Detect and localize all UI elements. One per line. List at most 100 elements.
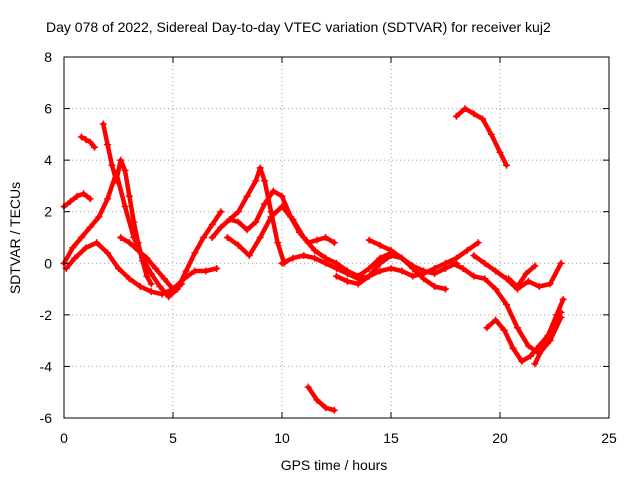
data-point-plus <box>500 326 508 334</box>
series-arc-03 <box>79 134 97 150</box>
x-tick-label: 0 <box>60 430 68 446</box>
data-point-plus <box>304 383 312 391</box>
data-point-plus <box>557 308 565 316</box>
data-point-plus <box>138 257 146 265</box>
plot-frame <box>63 56 610 419</box>
data-point-plus <box>461 105 469 113</box>
data-point-plus <box>311 246 319 254</box>
data-point-plus <box>481 275 489 283</box>
data-point-plus <box>108 161 116 169</box>
data-point-plus <box>178 280 186 288</box>
data-point-plus <box>82 244 90 252</box>
data-point-plus <box>160 275 168 283</box>
data-point-plus <box>224 234 231 241</box>
y-tick-label: 0 <box>44 255 52 271</box>
data-point-plus <box>80 190 88 198</box>
chart-title: Day 078 of 2022, Sidereal Day-to-day VTE… <box>46 19 551 35</box>
data-point-plus <box>546 280 554 288</box>
y-tick-label: 8 <box>44 49 52 65</box>
data-point-plus <box>243 192 251 200</box>
data-point-plus <box>117 156 125 164</box>
data-point-plus <box>548 326 556 334</box>
data-point-plus <box>69 244 77 252</box>
data-point-plus <box>333 272 340 280</box>
data-point-plus <box>267 213 275 221</box>
data-point-plus <box>234 241 242 249</box>
data-point-plus <box>470 110 478 118</box>
data-point-plus <box>322 259 330 267</box>
data-point-plus <box>261 177 269 185</box>
data-point-plus <box>487 130 495 138</box>
data-point-plus <box>121 166 129 174</box>
data-point-plus <box>509 344 517 352</box>
data-point-plus <box>156 282 164 290</box>
data-point-plus <box>376 259 384 267</box>
data-point-plus <box>86 138 94 146</box>
series-arc-19 <box>532 310 564 367</box>
data-point-plus <box>86 195 94 203</box>
data-point-plus <box>330 406 338 414</box>
series-arc-06 <box>118 235 184 292</box>
y-tick-label: 6 <box>44 101 52 117</box>
data-point-plus <box>513 282 521 290</box>
data-point-plus <box>289 215 297 223</box>
data-point-plus <box>311 254 319 262</box>
data-point-plus <box>343 270 351 278</box>
data-point-plus <box>217 208 225 216</box>
data-point-plus <box>77 133 85 141</box>
x-tick-label: 20 <box>492 430 508 446</box>
data-point-plus <box>77 234 85 241</box>
data-point-plus <box>518 357 526 365</box>
data-point-plus <box>134 246 142 254</box>
data-point-plus <box>115 264 122 272</box>
data-point-plus <box>191 267 199 275</box>
y-tick-label: -4 <box>40 358 53 374</box>
y-tick-label: -2 <box>40 307 53 323</box>
data-point-plus <box>376 267 384 275</box>
data-point-plus <box>409 262 417 270</box>
x-axis-ticks: 0 5 10 15 20 25 <box>60 57 617 446</box>
data-point-plus <box>234 208 242 216</box>
data-point-plus <box>121 203 129 211</box>
data-point-plus <box>535 282 543 290</box>
data-point-plus <box>459 264 467 272</box>
data-point-plus <box>492 316 500 324</box>
data-point-plus <box>147 280 155 288</box>
data-point-plus <box>165 293 173 301</box>
data-point-plus <box>91 143 99 151</box>
data-point-plus <box>531 360 539 368</box>
x-axis-label: GPS time / hours <box>281 457 388 473</box>
data-point-plus <box>252 177 260 185</box>
data-point-plus <box>524 277 532 285</box>
data-point-plus <box>398 267 406 275</box>
y-axis-label: SDTVAR / TECUs <box>7 182 23 294</box>
data-point-plus <box>256 234 264 241</box>
data-point-plus <box>398 254 406 262</box>
data-point-plus <box>527 352 535 360</box>
data-point-plus <box>442 264 449 272</box>
data-point-plus <box>559 295 567 303</box>
data-point-plus <box>208 221 216 229</box>
data-point-plus <box>256 164 264 172</box>
data-point-plus <box>365 236 373 244</box>
data-point-plus <box>226 215 234 223</box>
data-point-plus <box>330 239 338 247</box>
data-point-plus <box>278 192 286 200</box>
data-point-plus <box>269 187 277 195</box>
data-point-plus <box>67 197 75 205</box>
data-point-plus <box>483 324 491 332</box>
data-point-plus <box>95 213 103 221</box>
data-point-plus <box>431 282 439 290</box>
series-arc-13 <box>454 106 509 168</box>
data-point-plus <box>234 218 242 226</box>
data-point-plus <box>112 177 120 185</box>
data-point-plus <box>531 262 539 270</box>
data-point-plus <box>93 239 101 247</box>
data-point-plus <box>86 223 94 231</box>
data-point-plus <box>300 252 308 260</box>
data-point-plus <box>557 259 565 267</box>
data-point-plus <box>524 342 532 350</box>
data-point-plus <box>169 285 177 293</box>
data-point-plus <box>492 267 500 275</box>
